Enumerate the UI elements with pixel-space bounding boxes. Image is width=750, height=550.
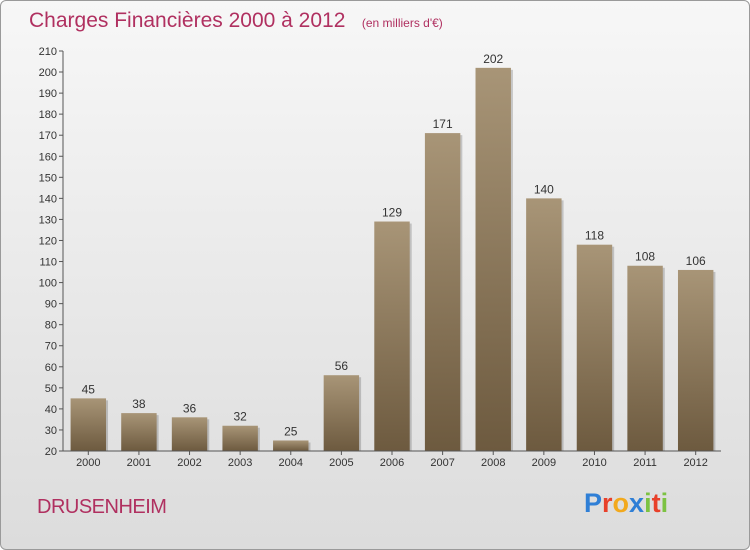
logo-letter: r bbox=[602, 488, 613, 518]
y-tick-label: 170 bbox=[39, 130, 57, 142]
logo-letter: i bbox=[644, 488, 652, 518]
bar bbox=[576, 244, 613, 451]
bar-value-label: 32 bbox=[233, 410, 247, 424]
bar-value-label: 171 bbox=[433, 117, 453, 131]
y-tick-label: 80 bbox=[45, 320, 57, 332]
bar-value-label: 129 bbox=[382, 206, 402, 220]
bar-value-label: 118 bbox=[585, 229, 604, 243]
y-tick-label: 190 bbox=[39, 88, 57, 100]
y-tick-label: 110 bbox=[39, 257, 57, 269]
x-tick-label: 2007 bbox=[430, 457, 454, 469]
x-tick-label: 2004 bbox=[279, 457, 303, 469]
y-tick-label: 20 bbox=[45, 446, 57, 458]
y-tick-label: 150 bbox=[39, 172, 57, 184]
bar bbox=[475, 67, 511, 451]
y-tick-label: 50 bbox=[45, 383, 57, 395]
y-tick-label: 140 bbox=[39, 193, 57, 205]
town-name: DRUSENHEIM bbox=[37, 496, 167, 518]
bar bbox=[70, 398, 107, 451]
y-tick-label: 160 bbox=[39, 151, 57, 163]
bar bbox=[121, 413, 157, 451]
x-tick-label: 2009 bbox=[532, 457, 556, 469]
bar bbox=[374, 221, 410, 451]
y-tick-label: 130 bbox=[39, 214, 57, 226]
y-tick-label: 70 bbox=[45, 341, 57, 353]
x-tick-label: 2012 bbox=[683, 457, 707, 469]
chart-unit-label: (en milliers d'€) bbox=[361, 16, 443, 30]
logo-letter: o bbox=[612, 488, 630, 518]
bar-value-label: 108 bbox=[635, 250, 655, 264]
x-tick-label: 2000 bbox=[76, 457, 100, 469]
logo-letter: t bbox=[651, 488, 661, 518]
bar-value-label: 25 bbox=[284, 424, 298, 438]
x-tick-label: 2003 bbox=[228, 457, 252, 469]
x-tick-label: 2011 bbox=[633, 457, 657, 469]
bar-value-label: 56 bbox=[335, 359, 349, 373]
x-tick-label: 2005 bbox=[329, 457, 353, 469]
y-tick-label: 180 bbox=[39, 109, 57, 121]
y-tick-label: 100 bbox=[39, 278, 57, 290]
y-tick-label: 60 bbox=[45, 362, 57, 374]
y-tick-label: 30 bbox=[45, 425, 57, 437]
proxiti-logo: Proxiti bbox=[584, 488, 668, 519]
y-tick-label: 210 bbox=[39, 46, 57, 58]
bar bbox=[526, 198, 562, 451]
logo-letter: P bbox=[584, 488, 603, 518]
bar-value-label: 38 bbox=[132, 397, 146, 411]
bar bbox=[323, 375, 360, 451]
bar bbox=[627, 265, 663, 451]
logo-letter: x bbox=[629, 488, 645, 518]
x-tick-label: 2006 bbox=[380, 457, 404, 469]
bar-value-label: 140 bbox=[534, 182, 554, 196]
x-tick-label: 2010 bbox=[582, 457, 606, 469]
x-tick-label: 2002 bbox=[177, 457, 201, 469]
y-tick-label: 120 bbox=[39, 235, 57, 247]
bar-value-label: 106 bbox=[686, 254, 706, 268]
bar-value-label: 202 bbox=[483, 52, 503, 66]
x-tick-label: 2008 bbox=[481, 457, 505, 469]
bar bbox=[273, 440, 309, 451]
bar bbox=[222, 425, 258, 451]
bar bbox=[171, 417, 208, 451]
bar bbox=[424, 133, 461, 451]
y-tick-label: 40 bbox=[45, 404, 57, 416]
y-tick-label: 200 bbox=[39, 67, 57, 79]
chart-title: Charges Financières 2000 à 2012 bbox=[29, 9, 346, 32]
logo-letter: i bbox=[660, 488, 669, 518]
bar-value-label: 36 bbox=[183, 401, 197, 415]
bar-value-label: 45 bbox=[82, 382, 96, 396]
x-tick-label: 2001 bbox=[127, 457, 151, 469]
y-tick-label: 90 bbox=[45, 299, 57, 311]
bar bbox=[677, 269, 714, 451]
chart-title-block: Charges Financières 2000 à 2012 (en mill… bbox=[29, 9, 443, 33]
